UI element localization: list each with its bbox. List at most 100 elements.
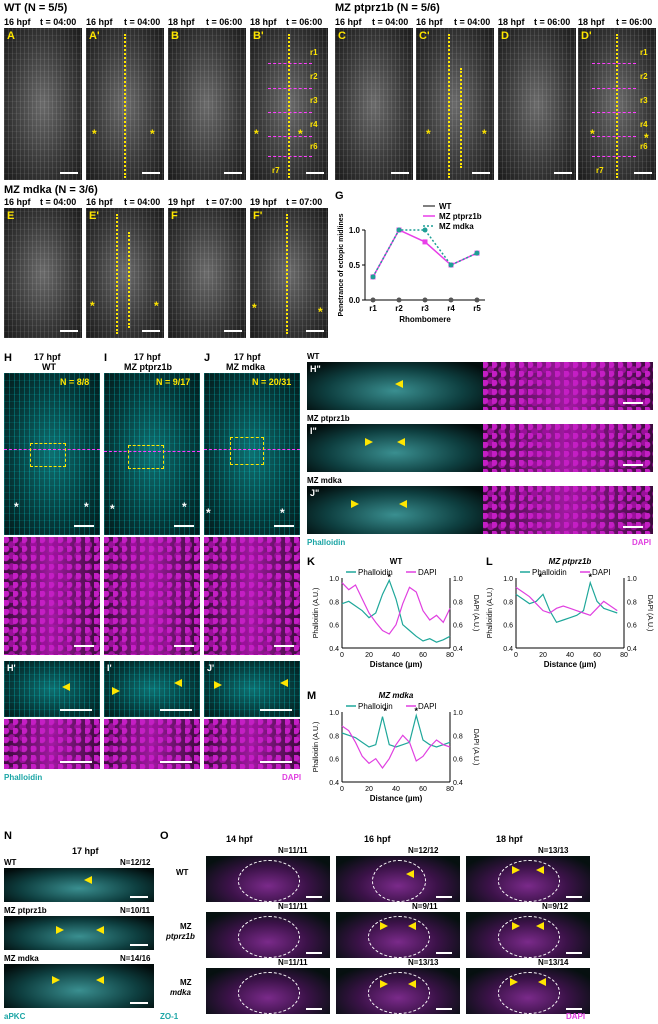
row1-left-title: WT (N = 5/5): [4, 2, 68, 14]
panel-dp-letter: D': [581, 30, 592, 42]
scale-bar: [174, 645, 194, 647]
arrowhead-icon: [406, 870, 414, 878]
zoom-box: [30, 443, 66, 467]
arrowhead-icon: [365, 438, 373, 446]
panel-hpp-letter: H": [310, 364, 321, 374]
scale-bar: [306, 172, 324, 174]
panel-o-n: N=11/11: [278, 902, 308, 911]
panel-ipp-dapi: [483, 424, 653, 472]
scale-bar: [306, 330, 324, 332]
panel-g-letter: G: [335, 190, 344, 202]
panel-h-n: N = 8/8: [60, 377, 90, 387]
x-tick-label: 40: [392, 652, 400, 659]
otic-vesicle-star-left: *: [14, 500, 19, 514]
panel-o-row-label: MZ: [180, 978, 192, 987]
scale-bar: [174, 525, 194, 527]
panel-i-phalloidin-image: N = 9/17 * *: [104, 373, 200, 535]
peak-star: *: [387, 572, 391, 582]
panel-a-letter: A: [7, 30, 15, 42]
panel-e-letter: E: [7, 210, 15, 222]
rhombomere-boundary: [592, 112, 636, 113]
scale-bar: [130, 896, 148, 898]
panel-o-letter: O: [160, 830, 169, 842]
peak-star: *: [383, 706, 387, 716]
otic-vesicle-star-right: *: [482, 127, 487, 141]
y-tick-label: 0.4: [329, 780, 339, 787]
scale-bar: [60, 709, 92, 711]
panel-o-row-label-2: mdka: [170, 988, 191, 997]
y-tick-label: 0.6: [329, 623, 339, 630]
profile-chart-mdka: MZ mdka Phalloidin DAPI 0.4 0.6 0.8 1.0 0.4 0.6 0…: [313, 691, 479, 803]
legend-label: DAPI: [418, 568, 437, 577]
y-tick-label: 0.4: [329, 646, 339, 653]
panel-jp-dapi-zoom: [204, 719, 300, 769]
header-a-stage: 16 hpf: [4, 17, 31, 27]
y-tick-label: 1.0: [503, 576, 513, 583]
arrowhead-icon: [538, 978, 546, 986]
x-tick-label: 20: [365, 786, 373, 793]
panel-f-image: F: [168, 208, 246, 338]
arrowhead-icon: [52, 976, 60, 984]
panel-ap-letter: A': [89, 30, 100, 42]
panel-cp-letter: C': [419, 30, 430, 42]
header-bp-stage: 18 hpf: [250, 17, 277, 27]
rhombomere-tag: r7: [272, 166, 280, 175]
scale-bar: [260, 709, 292, 711]
arrowhead-icon: [112, 687, 120, 695]
x-axis-label: Distance (µm): [544, 660, 597, 669]
data-point: [370, 274, 376, 280]
channel-label-dapi: DAPI: [632, 538, 652, 547]
data-point: [422, 297, 428, 303]
y-tick-label: 0.0: [349, 296, 361, 305]
ectopic-midline-dotted: [460, 68, 462, 168]
arrowhead-icon: [536, 922, 544, 930]
x-tick-label: 40: [566, 652, 574, 659]
arrowhead-icon: [408, 922, 416, 930]
otic-vesicle-star-left: *: [92, 127, 97, 141]
panel-o-n: N=13/13: [538, 846, 569, 855]
x-tick-label: 0: [340, 652, 344, 659]
scale-bar: [74, 525, 94, 527]
y2-tick-label: 0.8: [453, 599, 463, 606]
panel-o-ptprz1b-16: [336, 912, 460, 958]
panel-hp-letter: H': [7, 663, 16, 673]
panel-hpp-phalloidin: H": [307, 362, 483, 410]
scale-bar: [436, 1008, 452, 1010]
arrowhead-icon: [512, 866, 520, 874]
ventricle-outline: [498, 916, 560, 958]
rhombomere-tag: r2: [640, 72, 648, 81]
panel-d-image: D: [498, 28, 576, 180]
scale-bar: [306, 952, 322, 954]
arrowhead-icon: [380, 922, 388, 930]
xsection-label-ptprz1b: MZ ptprz1b: [307, 414, 350, 423]
header-cp-stage: 16 hpf: [416, 17, 443, 27]
panel-hpp-dapi: [483, 362, 653, 410]
x-tick-label: 0: [340, 786, 344, 793]
panel-ipp-phalloidin: I": [307, 424, 483, 472]
panel-o-n: N=13/14: [538, 958, 569, 967]
rhombomere-tag: r4: [310, 120, 318, 129]
y2-tick-label: 0.4: [453, 780, 463, 787]
scale-bar: [60, 761, 92, 763]
otic-vesicle-star-left: *: [254, 127, 259, 141]
profile-chart-wt: WT Phalloidin DAPI 0.4 0.6 0.8 1.0 0.4 0.6 0.8 1.0…: [313, 557, 479, 669]
panel-n-row-n: N=10/11: [120, 906, 151, 915]
ventricle-outline: [498, 972, 560, 1014]
legend-label: MZ ptprz1b: [439, 212, 482, 221]
y-tick-label: 0.6: [329, 757, 339, 764]
panel-f-letter: F: [171, 210, 178, 222]
rhombomere-boundary: [268, 136, 312, 137]
y-tick-label: 1.0: [329, 576, 339, 583]
otic-vesicle-star-left: *: [110, 502, 115, 516]
legend-label: DAPI: [592, 568, 611, 577]
otic-vesicle-star-left: *: [252, 301, 257, 315]
rhombomere-boundary: [268, 88, 312, 89]
channel-label-dapi: DAPI: [282, 773, 302, 782]
panel-ap-image: A' * *: [86, 28, 164, 180]
panel-ip-letter: I': [107, 663, 112, 673]
panel-cp-image: C' * *: [416, 28, 494, 180]
midline-dotted: [616, 34, 618, 178]
ventricle-outline: [238, 916, 300, 958]
panel-o-row-label: MZ: [180, 922, 192, 931]
x-tick-label: r2: [395, 304, 403, 313]
